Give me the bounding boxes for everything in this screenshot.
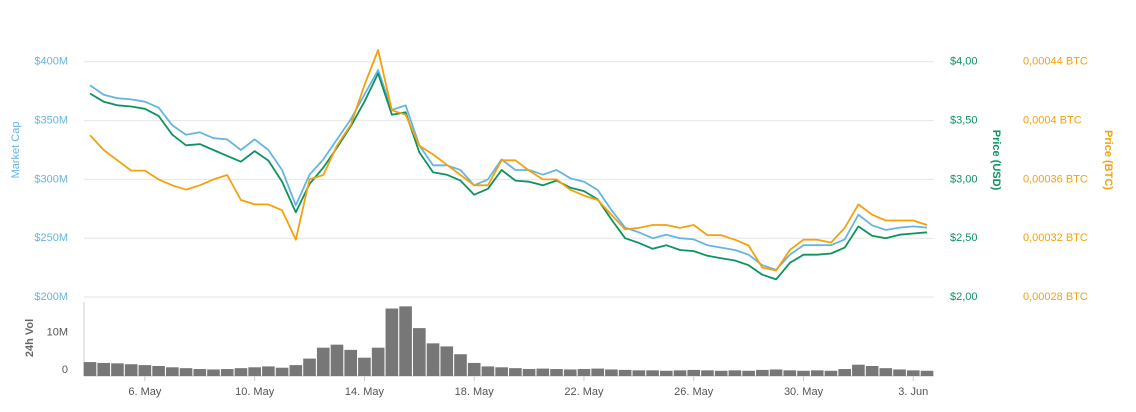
y-tick-label: $200M bbox=[34, 291, 68, 303]
volume-bar bbox=[467, 362, 481, 376]
volume-bar bbox=[248, 367, 261, 376]
x-tick-label: 30. May bbox=[784, 386, 824, 398]
series-line bbox=[89, 49, 928, 272]
volume-bar bbox=[852, 364, 865, 376]
volume-bar bbox=[742, 370, 755, 376]
y-tick-label: $400M bbox=[34, 56, 68, 68]
volume-bar bbox=[371, 347, 385, 376]
volume-bar bbox=[756, 369, 769, 376]
y2-tick-label: $3,50 bbox=[950, 114, 978, 126]
volume-bar bbox=[303, 358, 316, 376]
volume-bar bbox=[316, 347, 330, 376]
volume-bar bbox=[179, 368, 193, 376]
volume-bar bbox=[810, 370, 824, 376]
x-tick-label: 6. May bbox=[128, 386, 162, 398]
series-line bbox=[89, 69, 928, 271]
volume-bar bbox=[344, 349, 358, 376]
volume-bar bbox=[577, 369, 591, 376]
volume-bar bbox=[920, 370, 934, 376]
x-tick-label: 22. May bbox=[564, 386, 604, 398]
y-tick-label: $350M bbox=[34, 114, 68, 126]
volume-bar bbox=[111, 363, 124, 376]
y-axis-title: Market Cap bbox=[10, 122, 22, 179]
volume-bar bbox=[714, 370, 728, 376]
volume-bar bbox=[385, 308, 399, 376]
volume-bar bbox=[893, 369, 906, 376]
volume-bar bbox=[865, 365, 879, 376]
volume-bar bbox=[673, 370, 687, 376]
volume-axis-title: 24h Vol bbox=[24, 319, 36, 357]
volume-bar bbox=[440, 346, 454, 376]
volume-bar bbox=[824, 370, 838, 376]
volume-bar bbox=[769, 369, 783, 376]
volume-bar bbox=[152, 365, 165, 376]
x-tick-label: 26. May bbox=[674, 386, 714, 398]
volume-bar bbox=[632, 370, 646, 376]
y2-axis-title: Price (USD) bbox=[990, 130, 1002, 191]
volume-bar bbox=[454, 354, 467, 376]
volume-bar bbox=[412, 328, 426, 376]
volume-bar bbox=[495, 367, 508, 376]
volume-bar bbox=[358, 357, 371, 376]
volume-bar bbox=[646, 370, 659, 376]
volume-bar bbox=[166, 367, 179, 376]
y3-tick-label: 0,0004 BTC bbox=[1023, 114, 1082, 126]
volume-tick-label: 10M bbox=[47, 326, 68, 338]
volume-bar bbox=[193, 369, 207, 376]
volume-bar bbox=[879, 368, 893, 376]
volume-bar bbox=[618, 369, 632, 376]
x-tick-label: 10. May bbox=[235, 386, 275, 398]
volume-bar bbox=[83, 362, 97, 376]
volume-bar bbox=[701, 370, 714, 376]
volume-bar bbox=[659, 370, 673, 376]
y3-tick-label: 0,00036 BTC bbox=[1023, 173, 1088, 185]
y2-tick-label: $2,50 bbox=[950, 232, 978, 244]
volume-bar bbox=[138, 365, 152, 376]
y2-tick-label: $2,00 bbox=[950, 291, 978, 303]
y2-tick-label: $4,00 bbox=[950, 56, 978, 68]
y3-tick-label: 0,00028 BTC bbox=[1023, 291, 1088, 303]
volume-bar bbox=[481, 366, 495, 376]
volume-bar bbox=[234, 368, 248, 376]
volume-bar bbox=[330, 344, 344, 376]
volume-bar bbox=[728, 370, 742, 376]
volume-bar bbox=[783, 370, 797, 376]
volume-bar bbox=[797, 370, 810, 376]
y2-tick-label: $3,00 bbox=[950, 173, 978, 185]
volume-tick-label: 0 bbox=[62, 364, 68, 376]
volume-bar bbox=[124, 364, 138, 376]
volume-bar bbox=[207, 369, 220, 376]
y3-tick-label: 0,00032 BTC bbox=[1023, 232, 1088, 244]
volume-bar bbox=[509, 368, 522, 376]
volume-bar bbox=[838, 369, 851, 376]
volume-bar bbox=[522, 369, 536, 376]
x-tick-label: 18. May bbox=[455, 386, 495, 398]
volume-bar bbox=[275, 367, 289, 376]
volume-bar bbox=[399, 306, 412, 376]
y3-axis-title: Price (BTC) bbox=[1102, 130, 1114, 190]
volume-bar bbox=[906, 370, 920, 376]
volume-bar bbox=[550, 369, 563, 376]
volume-bar bbox=[605, 369, 618, 376]
y3-tick-label: 0,00044 BTC bbox=[1023, 56, 1088, 68]
volume-bar bbox=[97, 362, 111, 376]
volume-bar bbox=[220, 369, 234, 376]
volume-bar bbox=[591, 368, 605, 376]
volume-bar bbox=[687, 369, 701, 376]
y-tick-label: $250M bbox=[34, 232, 68, 244]
volume-bar bbox=[262, 366, 275, 376]
volume-bar bbox=[426, 343, 440, 376]
x-tick-label: 3. Jun bbox=[898, 386, 928, 398]
series-line bbox=[89, 72, 928, 281]
volume-bar bbox=[536, 368, 550, 376]
volume-bar bbox=[563, 369, 577, 376]
volume-bar bbox=[289, 365, 303, 376]
x-tick-label: 14. May bbox=[345, 386, 385, 398]
y-tick-label: $300M bbox=[34, 173, 68, 185]
